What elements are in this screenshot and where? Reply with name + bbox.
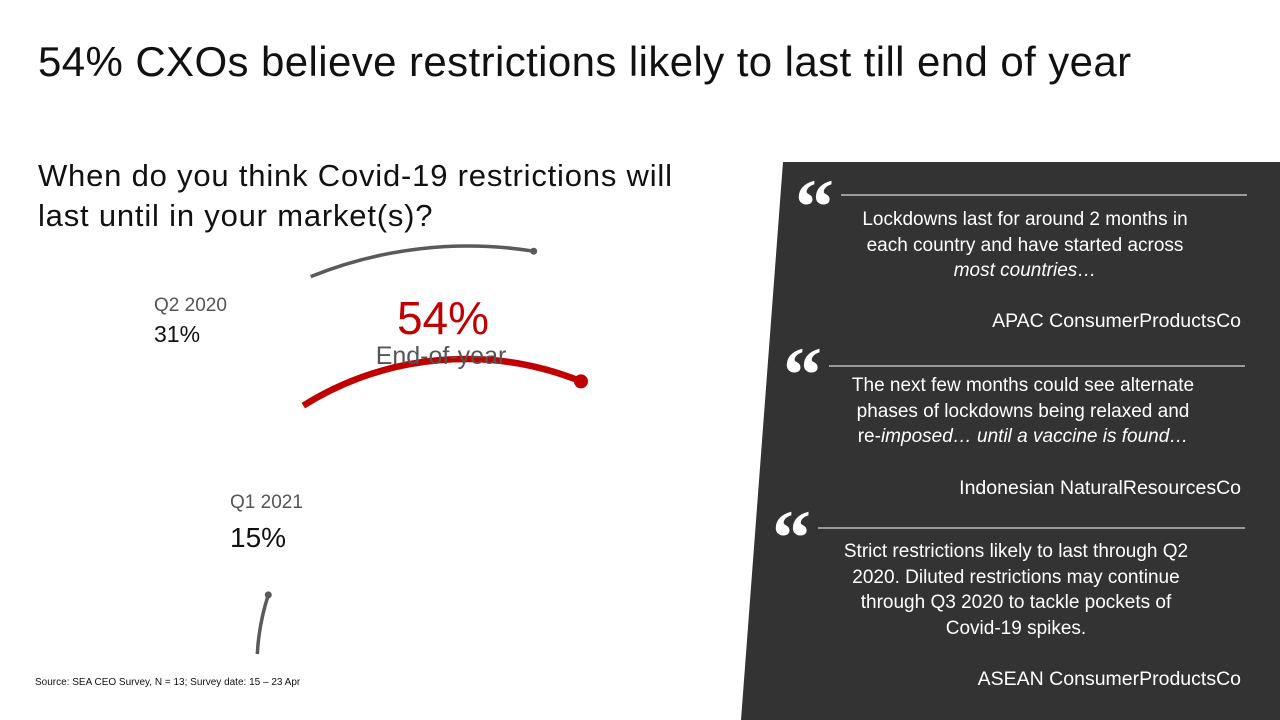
source-note: Source: SEA CEO Survey, N = 13; Survey d…	[35, 677, 301, 688]
quotes-panel-background	[741, 162, 1280, 720]
quote-text: Strict restrictions likely to last throu…	[816, 539, 1216, 641]
category-label-end-of-year: End-of-year	[376, 342, 507, 370]
arc-endpoint-q2-2020	[530, 247, 538, 255]
arc-q2-2020	[310, 244, 534, 279]
category-label-q2-2020: Q2 2020	[154, 295, 227, 316]
value-label-q2-2020: 31%	[154, 321, 200, 347]
quote-text: The next few months could see alternate …	[823, 373, 1223, 450]
survey-question: When do you think Covid-19 restrictions …	[38, 158, 673, 233]
arc-endpoint-end-of-year	[574, 374, 588, 389]
quote-text-plain: Lockdowns last for around 2 months in ea…	[862, 209, 1188, 256]
quote-mark-icon: “	[772, 494, 811, 581]
value-label-end-of-year: 54%	[397, 292, 489, 344]
quote-text-plain: Strict restrictions likely to last throu…	[843, 541, 1189, 639]
quote-divider	[841, 194, 1247, 196]
quote-text-italic: imposed… until a vaccine is found…	[880, 426, 1189, 448]
arc-endpoint-q1-2021	[264, 591, 272, 599]
quote-text: Lockdowns last for around 2 months in ea…	[835, 207, 1215, 284]
quote-mark-icon: “	[795, 163, 834, 250]
quote-divider	[829, 365, 1245, 367]
quote-mark-icon: “	[783, 331, 822, 418]
page-title: 54% CXOs believe restrictions likely to …	[38, 38, 1132, 85]
arc-end-of-year	[301, 355, 583, 409]
quote-text-italic: most countries…	[953, 260, 1097, 282]
quote-divider	[818, 527, 1245, 529]
quote-author: APAC ConsumerProductsCo	[992, 310, 1241, 332]
value-label-q1-2021: 15%	[230, 522, 286, 553]
quote-author: Indonesian NaturalResourcesCo	[959, 477, 1241, 499]
quote-author: ASEAN ConsumerProductsCo	[977, 668, 1241, 690]
category-label-q1-2021: Q1 2021	[230, 492, 303, 513]
quote-text-plain: The next few months could see alternate …	[851, 375, 1195, 448]
